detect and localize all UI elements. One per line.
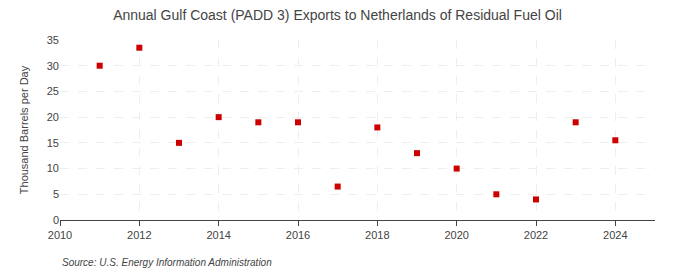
svg-text:25: 25 xyxy=(47,85,59,97)
svg-text:0: 0 xyxy=(53,214,59,226)
svg-text:Thousand Barrels per Day: Thousand Barrels per Day xyxy=(18,65,30,194)
svg-text:Annual Gulf Coast (PADD 3) Exp: Annual Gulf Coast (PADD 3) Exports to Ne… xyxy=(113,7,562,23)
svg-text:2016: 2016 xyxy=(286,229,310,241)
svg-text:2018: 2018 xyxy=(365,229,389,241)
svg-text:Source: U.S. Energy Informatio: Source: U.S. Energy Information Administ… xyxy=(62,257,272,268)
svg-text:35: 35 xyxy=(47,34,59,46)
svg-text:2012: 2012 xyxy=(127,229,151,241)
svg-text:10: 10 xyxy=(47,162,59,174)
svg-text:2024: 2024 xyxy=(603,229,627,241)
svg-text:20: 20 xyxy=(47,111,59,123)
svg-text:30: 30 xyxy=(47,60,59,72)
svg-text:15: 15 xyxy=(47,137,59,149)
svg-text:2022: 2022 xyxy=(524,229,548,241)
svg-text:2014: 2014 xyxy=(206,229,230,241)
svg-text:5: 5 xyxy=(53,188,59,200)
svg-text:2010: 2010 xyxy=(48,229,72,241)
svg-text:2020: 2020 xyxy=(444,229,468,241)
